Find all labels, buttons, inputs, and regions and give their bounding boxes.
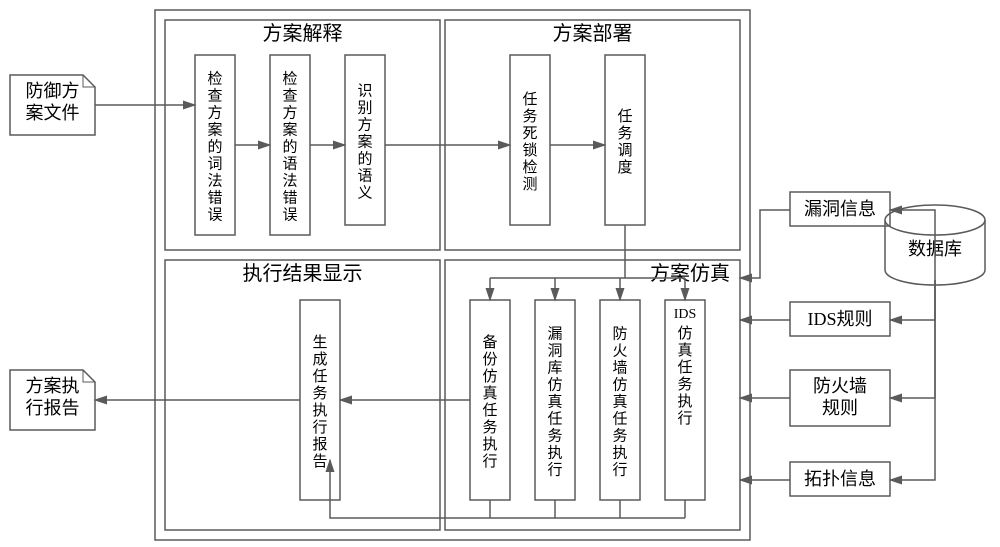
arrow-db-to-fw: [890, 280, 935, 398]
box-label-gen_report: 生成任务执行报告: [312, 334, 327, 470]
sidebox-topo_info: [790, 462, 890, 496]
sidebox-label-ids_rules: IDS规则: [807, 309, 872, 329]
sidebox-label-fw_rules-0: 防火墙: [813, 376, 867, 396]
box-check_syntax: [270, 55, 310, 235]
sidebox-label-vuln_info: 漏洞信息: [804, 199, 876, 219]
box-task_schedule: [605, 55, 645, 225]
arrow-db-to-vuln: [890, 210, 935, 280]
sidebox-fw_rules: [790, 370, 890, 426]
box-label-backup_exec: 备份仿真任务执行: [482, 334, 497, 470]
database-label: 数据库: [908, 239, 962, 259]
box-deadlock_detect: [510, 55, 550, 225]
box-firewall_exec: [600, 300, 640, 500]
database-body: [885, 220, 985, 285]
sidebox-vuln_info: [790, 192, 890, 226]
arrow-vuln-to-sim: [740, 210, 790, 278]
sidebox-ids_rules: [790, 302, 890, 336]
sidebox-label-fw_rules-1: 规则: [822, 398, 858, 418]
box-gen_report: [300, 300, 340, 500]
sidebox-label-exec_report-0: 方案执: [26, 376, 80, 396]
box-label-prefix-ids_exec: IDS: [674, 307, 697, 322]
section-title-simulate: 方案仿真: [650, 262, 730, 285]
box-recognize_semantics: [345, 55, 385, 225]
box-vuln_exec: [535, 300, 575, 500]
sidebox-label-topo_info: 拓扑信息: [804, 469, 876, 489]
box-label-check_syntax: 检查方案的语法错误: [282, 71, 297, 224]
section-result: [165, 260, 440, 530]
box-label-recognize_semantics: 识别方案的语义: [357, 83, 372, 202]
section-interpret: [165, 20, 440, 250]
outer-container: [155, 10, 750, 540]
section-title-deploy: 方案部署: [553, 22, 633, 45]
section-title-interpret: 方案解释: [263, 22, 343, 45]
section-deploy: [445, 20, 740, 250]
box-label-firewall_exec: 防火墙仿真任务执行: [612, 326, 627, 479]
box-label-ids_exec: 仿真任务执行: [677, 325, 692, 427]
sidebox-defense_file: [10, 75, 95, 135]
box-backup_exec: [470, 300, 510, 500]
box-label-task_schedule: 任务调度: [617, 108, 632, 176]
sidebox-label-defense_file-1: 案文件: [26, 103, 80, 123]
section-title-result: 执行结果显示: [243, 262, 363, 285]
sidebox-exec_report: [10, 370, 95, 430]
box-label-deadlock_detect: 任务死锁检测: [522, 91, 537, 193]
box-check_lexical: [195, 55, 235, 235]
arrow-db-to-topo: [890, 280, 935, 480]
box-label-check_lexical: 检查方案的词法错误: [207, 71, 222, 224]
box-label-vuln_exec: 漏洞库仿真任务执行: [547, 326, 562, 479]
sidebox-label-exec_report-1: 行报告: [26, 398, 80, 418]
arrow-db-to-ids: [890, 280, 935, 320]
sidebox-label-defense_file-0: 防御方: [26, 81, 80, 101]
database-top: [885, 205, 985, 235]
diagram-canvas: 方案解释 方案部署执行结果显示 方案仿真 检查方案的词法错误 检查方案的语法错误 识别方案…: [0, 0, 1000, 547]
box-ids_exec: [665, 300, 705, 500]
feedback-to-report: [330, 460, 490, 518]
section-simulate: [445, 260, 740, 530]
